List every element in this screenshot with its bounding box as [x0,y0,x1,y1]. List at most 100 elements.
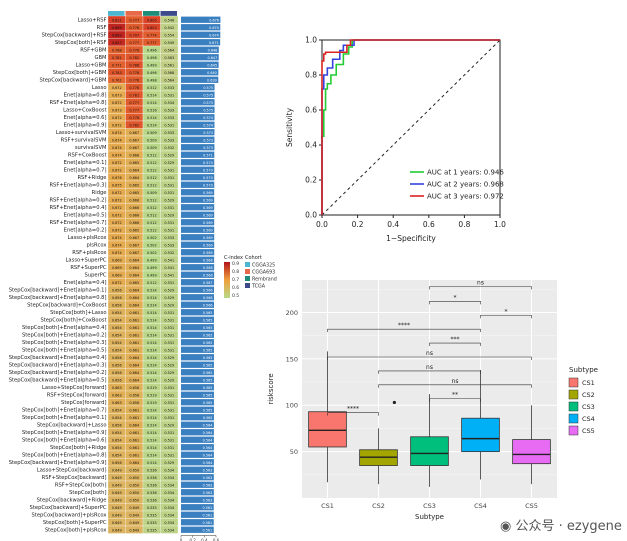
cell-value: 0.498 [147,78,157,82]
cell-value: 0.514 [147,101,157,105]
cell-value: 0.534 [164,506,174,510]
cell-value: 0.532 [164,146,174,150]
box-y-axis-title: riskscore [267,373,275,404]
cell-value: 0.534 [164,483,174,487]
mean-bar [181,429,214,436]
mean-value: 0.648 [208,48,218,52]
heatmap-legend: C-index 0.9 0.8 0.7 0.6 0.5 Cohort CGGA325CG… [224,255,277,299]
box-x-tick-label: CS2 [372,502,385,510]
subtype-legend-swatch [568,389,579,400]
cell-value: 0.512 [147,176,157,180]
cell-value: 0.649 [129,513,139,517]
mean-value: 0.674 [209,33,219,37]
box-outlier [392,400,396,405]
cell-value: 0.664 [129,371,139,375]
cell-value: 0.669 [112,273,122,277]
cohort-legend-title: Cohort [245,255,262,261]
row-label: StepCox[both] [69,490,106,496]
cell-value: 0.534 [164,513,174,517]
row-label: StepCox[both]+Enet[alpha=0.1] [22,415,107,421]
mean-bar [181,39,221,46]
row-label: RSF+Ridge [77,175,106,181]
mean-bar [181,331,214,338]
cindex-tick-label: 0.6 [232,285,239,291]
cell-value: 0.529 [164,161,174,165]
mean-bar [181,99,215,106]
subtype-legend-label: CS4 [582,415,595,423]
mean-value: 0.573 [203,138,213,142]
cell-value: 0.533 [164,86,174,90]
cell-value: 0.529 [164,371,174,375]
mean-value: 0.565 [203,386,213,390]
cell-value: 0.672 [112,123,122,127]
cell-value: 0.512 [147,168,157,172]
cell-value: 0.661 [129,326,139,330]
significance-label: **** [347,406,359,413]
cell-value: 0.533 [164,131,174,135]
significance-bracket [429,342,481,347]
mean-bar [181,159,215,166]
cindex-tick-label: 0.9 [232,261,239,267]
row-label: Enet[alpha=0.6] [64,115,107,121]
mean-value: 0.564 [203,431,213,435]
cell-value: 0.541 [164,273,174,277]
cell-value: 0.529 [164,461,174,465]
cell-value: 0.534 [164,101,174,105]
row-label: RSF+Enet[alpha=0.8] [49,100,106,106]
cell-value: 0.664 [129,168,139,172]
cell-value: 0.650 [129,498,139,502]
heatmap-panel: Lasso+RSF 0.811 0.777 0.805 0.546 0.676 RSF 0.8… [9,11,221,541]
row-label: Enet[alpha=0.2] [64,228,107,234]
mean-bar [181,339,214,346]
cell-value: 0.519 [147,393,157,397]
cell-value: 0.514 [147,461,157,465]
cell-value: 0.676 [112,176,122,180]
cell-value: 0.529 [164,153,174,157]
cell-value: 0.649 [112,528,122,532]
mean-bar [181,504,214,511]
cell-value: 0.649 [129,521,139,525]
roc-diagonal [321,39,501,216]
mean-bar [181,61,219,68]
subtype-legend-label: CS3 [582,403,595,411]
cell-value: 0.502 [147,251,157,255]
mean-value: 0.569 [203,191,213,195]
significance-label: ns [452,378,459,385]
mean-value: 0.561 [203,506,213,510]
cell-value: 0.531 [164,168,174,172]
mean-value: 0.568 [203,258,213,262]
subtype-legend-swatch [568,377,579,388]
cell-value: 0.531 [164,221,174,225]
mean-value: 0.569 [203,221,213,225]
row-label: StepCox[backward]+plsRcox [32,513,107,519]
bar-axis-tick-label: 0 [180,538,183,541]
subtype-legend-label: CS5 [582,427,595,435]
cell-value: 0.514 [147,348,157,352]
cell-value: 0.650 [129,468,139,472]
cohort-key-swatch [245,283,250,288]
cell-value: 0.669 [112,258,122,262]
cell-value: 0.531 [164,438,174,442]
row-label: RSF+Enet[alpha=0.2] [49,198,106,204]
cindex-tick-label: 0.5 [232,293,239,299]
cell-value: 0.664 [129,363,139,367]
row-label: StepCox[both]+Enet[alpha=0.5] [22,348,107,354]
cell-value: 0.542 [164,26,174,30]
cohort-key-label: CGGA693 [252,270,275,276]
mean-value: 0.570 [203,161,213,165]
cell-value: 0.650 [129,476,139,480]
cell-value: 0.667 [129,243,139,247]
cell-value: 0.654 [112,311,122,315]
mean-bar [181,466,214,473]
mean-bar [181,489,214,496]
row-label: Lasso+SuperPC [66,258,107,264]
cell-value: 0.534 [164,468,174,472]
cell-value: 0.672 [112,101,122,105]
cell-value: 0.667 [129,251,139,255]
cell-value: 0.665 [129,183,139,187]
cell-value: 0.563 [164,56,174,60]
cell-value: 0.661 [129,341,139,345]
cell-value: 0.535 [147,513,157,517]
row-label: Lasso+StepCox[backward] [37,468,107,474]
cell-value: 0.654 [112,431,122,435]
